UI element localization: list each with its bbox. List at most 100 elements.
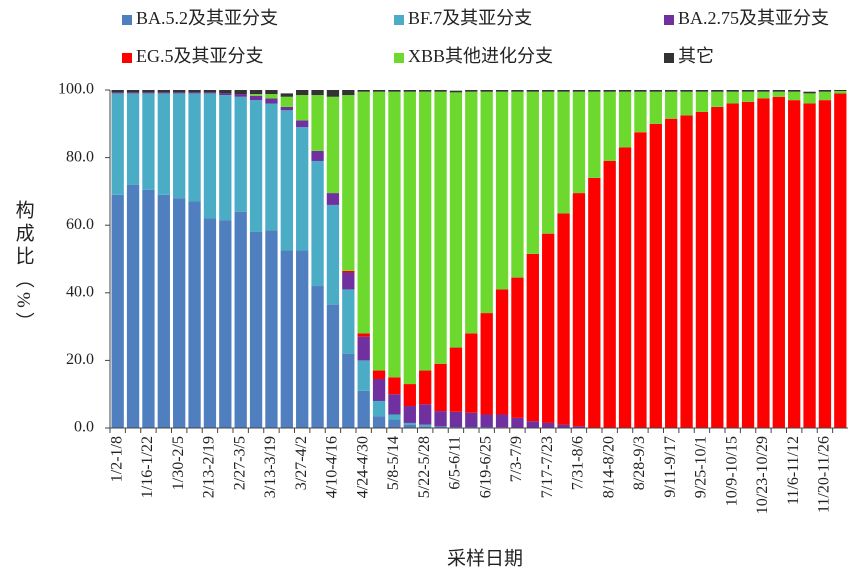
bar-segment: [511, 90, 524, 92]
bar-segment: [372, 400, 386, 417]
bar-segment: [495, 289, 509, 415]
bar-segment: [480, 91, 493, 314]
bar-segment: [419, 424, 432, 427]
bar-segment: [419, 91, 432, 371]
x-tick-label: 10/9-10/15: [723, 436, 740, 506]
bar-segment: [142, 93, 155, 190]
bar-segment: [557, 91, 570, 214]
bar-segment: [572, 193, 586, 427]
bar-segment: [357, 336, 370, 361]
bar-segment: [788, 100, 801, 428]
bar-segment: [788, 90, 801, 92]
x-tick-label: 4/24-4/30: [354, 436, 371, 498]
legend-swatch: [122, 15, 132, 25]
bar-segment: [526, 421, 539, 428]
bar-segment: [603, 90, 616, 92]
bar-segment: [342, 289, 355, 354]
bar-segment: [495, 90, 509, 92]
x-tick-label: 11/20-11/26: [816, 436, 833, 513]
bar-segment: [357, 91, 370, 334]
x-tick-label: 9/11-9/17: [662, 436, 679, 498]
bar-segment: [219, 90, 232, 94]
bar-segment: [465, 90, 478, 92]
bar-segment: [173, 92, 186, 94]
bar-segment: [449, 411, 463, 427]
bar-segment: [603, 160, 616, 429]
bar-segment: [465, 91, 478, 334]
bar-segment: [388, 414, 401, 420]
bar-segment: [495, 91, 509, 290]
bar-segment: [711, 91, 724, 107]
x-tick-label: 8/14-8/20: [600, 436, 617, 498]
bar-segment: [372, 91, 386, 371]
bar-segment: [741, 91, 755, 102]
y-tick-label: 20.0: [66, 351, 94, 368]
bar-segment: [326, 304, 340, 428]
bar-segment: [296, 95, 309, 121]
x-tick-label: 4/10-4/16: [324, 436, 341, 498]
legend-label: BF.7及其亚分支: [408, 8, 532, 28]
bar-segment: [388, 91, 401, 378]
x-tick-label: 5/22-5/28: [416, 436, 433, 498]
bar-segment: [342, 272, 355, 290]
bar-segment: [511, 417, 524, 428]
legend-swatch: [394, 53, 404, 63]
bar-segment: [434, 91, 447, 364]
bar-segment: [203, 90, 217, 93]
bar-segment: [557, 424, 570, 428]
bar-segment: [449, 92, 463, 348]
bar-segment: [511, 277, 524, 418]
bar-segment: [219, 95, 232, 221]
bar-segment: [372, 90, 386, 92]
bar-segment: [542, 91, 555, 234]
bar-segment: [111, 90, 124, 93]
bar-segment: [142, 92, 155, 94]
y-tick-label: 100.0: [58, 81, 94, 98]
bar-segment: [726, 90, 739, 92]
bar-segment: [265, 98, 278, 104]
legend-label: BA.2.75及其亚分支: [678, 8, 829, 28]
bar-segment: [757, 91, 770, 99]
bar-segment: [188, 90, 201, 93]
bar-segment: [142, 189, 155, 428]
bar-segment: [388, 419, 401, 428]
bar-segment: [188, 201, 201, 428]
bar-segment: [372, 378, 386, 401]
bar-segment: [219, 93, 232, 96]
bar-segment: [342, 90, 355, 96]
bar-segment: [357, 333, 370, 337]
bar-segment: [572, 90, 586, 92]
bar-segment: [419, 404, 432, 425]
bar-segment: [173, 93, 186, 199]
bar-segment: [480, 313, 493, 415]
bar-segment: [111, 93, 124, 195]
bar-segment: [280, 93, 293, 97]
bar-segment: [188, 92, 201, 94]
bar-segment: [772, 91, 785, 97]
bar-segment: [203, 93, 217, 219]
bar-segment: [526, 253, 539, 422]
x-tick-label: 7/3-7/9: [508, 436, 525, 482]
bar-segment: [403, 91, 416, 385]
x-tick-label: 7/31-8/6: [570, 436, 587, 490]
x-tick-label: 6/19-6/25: [477, 436, 494, 498]
bar-segment: [388, 394, 401, 415]
bar-segment: [357, 390, 370, 428]
bar-segment: [772, 90, 785, 92]
bar-segment: [249, 94, 263, 96]
legend-label: EG.5及其亚分支: [136, 46, 264, 66]
bar-segment: [588, 91, 601, 178]
bar-segment: [434, 426, 447, 428]
y-tick-label: 80.0: [66, 148, 94, 165]
bar-segment: [526, 90, 539, 92]
bar-segment: [618, 91, 632, 148]
bar-segment: [480, 426, 493, 428]
bar-segment: [403, 424, 416, 428]
bar-segment: [126, 184, 140, 428]
x-tick-label: 10/23-10/29: [754, 436, 771, 514]
bar-segment: [434, 363, 447, 412]
bar-segment: [480, 90, 493, 92]
legend-swatch: [122, 53, 132, 63]
x-tick-label: 3/27-4/2: [293, 436, 310, 490]
